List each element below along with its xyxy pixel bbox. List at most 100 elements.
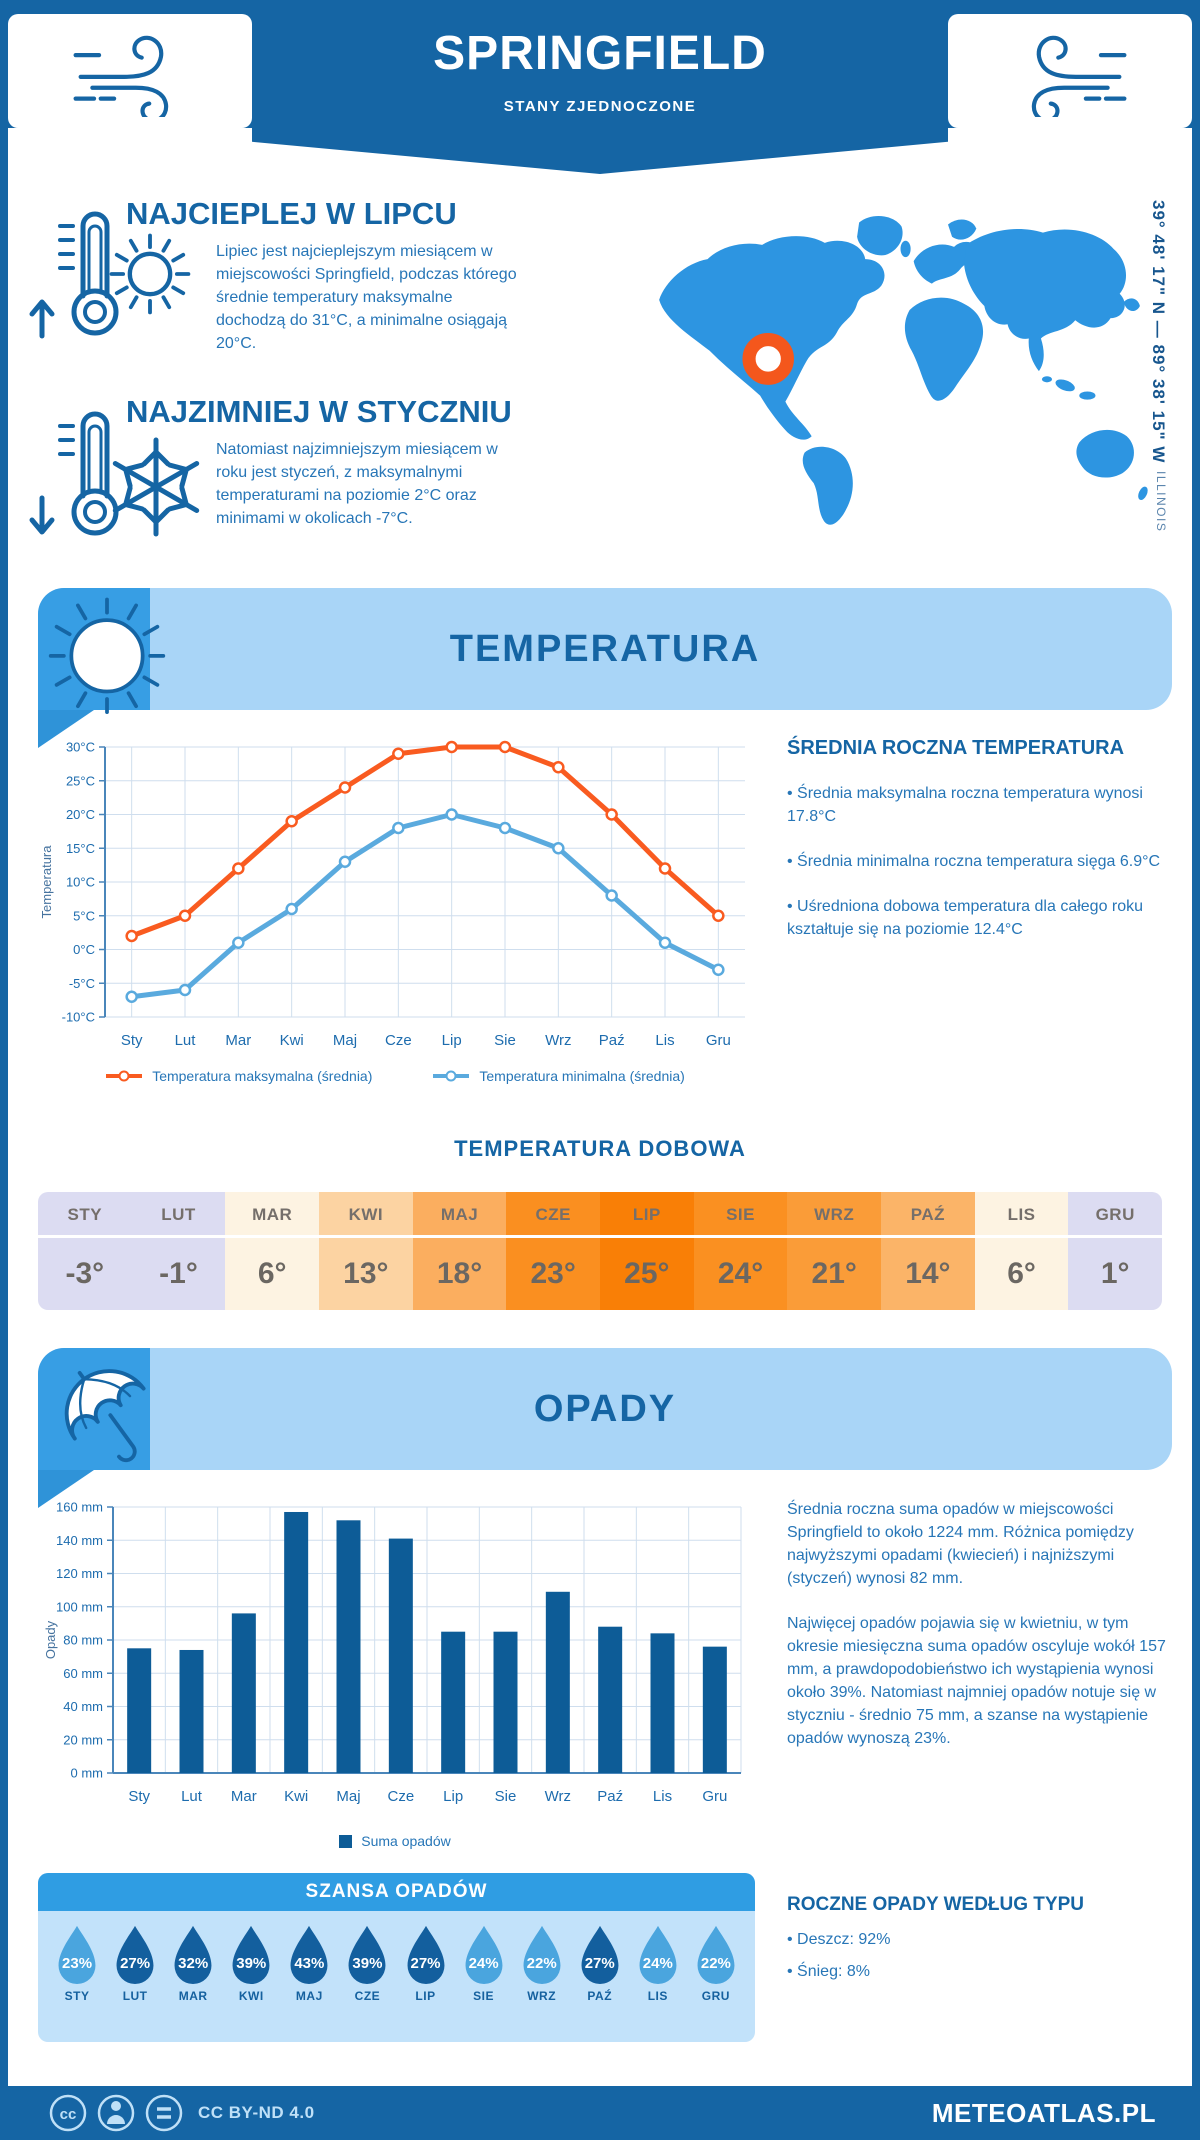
legend-label: Temperatura minimalna (średnia)	[479, 1068, 685, 1084]
temperature-chart-legend: Temperatura maksymalna (średnia) Temperat…	[35, 1068, 755, 1084]
daily-table: STY -3° LUT -1° MAR 6° KWI 13° MAJ 18° CZE 23° LIP 25…	[38, 1192, 1162, 1310]
cc-license-icons: cc	[49, 2094, 183, 2132]
thermometer-low-icon	[29, 411, 119, 536]
svg-text:Sty: Sty	[128, 1788, 150, 1805]
precip-type-title: ROCZNE OPADY WEDŁUG TYPU	[787, 1894, 1084, 1915]
table-value-cell: 13°	[343, 1257, 389, 1290]
svg-text:0 mm: 0 mm	[71, 1766, 104, 1781]
svg-text:Gru: Gru	[702, 1788, 727, 1805]
temperature-chart: -10°C -5°C 0°C 5°C 10°C 15°C 20°C 25°C 30°C Sty Lu…	[39, 740, 745, 1049]
table-value-cell: 18°	[436, 1257, 483, 1290]
droplet: 32%	[169, 1924, 217, 1985]
svg-text:Paź: Paź	[599, 1032, 625, 1049]
location-coordinates: 39° 48' 17" N — 89° 38' 15" W ILLINOIS	[1148, 200, 1168, 533]
table-value-cell: 6°	[1007, 1257, 1036, 1290]
brand-label: METEOATLAS.PL	[931, 2097, 1156, 2128]
table-column: STY -3°	[38, 1192, 132, 1310]
svg-text:25°C: 25°C	[66, 773, 95, 788]
license-label: CC BY-ND 4.0	[198, 2103, 315, 2122]
droplet-icon	[639, 1925, 677, 1985]
table-value-cell: 23°	[530, 1257, 576, 1290]
precipitation-banner	[38, 1348, 1172, 1470]
droplet-item: 24% LIS	[631, 1924, 685, 2003]
legend-line-marker-icon	[433, 1070, 470, 1082]
droplet-month: STY	[64, 1989, 90, 2003]
temperature-banner	[38, 588, 1172, 710]
cold-section-text: Natomiast najzimniejszym miesiącem w rok…	[216, 441, 498, 528]
svg-text:30°C: 30°C	[66, 740, 95, 755]
precipitation-text: Średnia roczna suma opadów w miejscowośc…	[787, 1498, 1175, 1772]
text-paragraph: • Uśredniona dobowa temperatura dla całe…	[787, 898, 1144, 939]
table-month-cell: GRU	[1068, 1192, 1162, 1238]
droplet: 27%	[576, 1924, 624, 1985]
svg-text:Temperatura: Temperatura	[39, 845, 54, 919]
svg-text:-5°C: -5°C	[69, 976, 95, 991]
svg-text:Cze: Cze	[385, 1032, 412, 1049]
svg-text:Kwi: Kwi	[280, 1032, 304, 1049]
svg-text:cc: cc	[60, 2106, 77, 2123]
droplet-icon	[523, 1925, 561, 1985]
header-left-box	[8, 14, 252, 128]
chance-panel-title: SZANSA OPADÓW	[38, 1873, 755, 1911]
table-column: WRZ 21°	[787, 1192, 882, 1310]
legend-item: Suma opadów	[339, 1833, 451, 1849]
svg-text:Wrz: Wrz	[545, 1788, 571, 1805]
page-subtitle: STANY ZJEDNOCZONE	[503, 98, 697, 115]
svg-text:Gru: Gru	[706, 1032, 731, 1049]
text-paragraph: • Deszcz: 92%	[787, 1931, 891, 1948]
droplet-icon	[697, 1925, 735, 1985]
svg-text:Sie: Sie	[494, 1032, 516, 1049]
svg-text:5°C: 5°C	[73, 908, 95, 923]
sun-icon	[109, 233, 191, 315]
droplet-icon	[407, 1925, 444, 1985]
droplet-month: WRZ	[527, 1989, 557, 2003]
svg-text:-10°C: -10°C	[62, 1010, 95, 1025]
region-label: ILLINOIS	[1154, 471, 1168, 533]
svg-text:100 mm: 100 mm	[56, 1599, 103, 1614]
table-month-cell: MAJ	[412, 1192, 507, 1238]
droplet-percent: 39%	[352, 1955, 383, 1972]
svg-text:Lut: Lut	[175, 1032, 197, 1049]
wind-icon	[1031, 35, 1127, 117]
text-paragraph: Średnia roczna suma opadów w miejscowośc…	[787, 1501, 1134, 1588]
svg-text:20 mm: 20 mm	[63, 1732, 103, 1747]
temperature-banner-title: TEMPERATURA	[449, 628, 761, 670]
table-value-cell: 21°	[811, 1257, 857, 1290]
table-column: SIE 24°	[693, 1192, 788, 1310]
location-marker-icon	[742, 332, 794, 385]
droplet-month: CZE	[354, 1989, 381, 2003]
cold-section-title: NAJZIMNIEJ W STYCZNIU	[126, 394, 512, 429]
droplet-month: MAJ	[295, 1989, 323, 2003]
precip-type-bullets: • Deszcz: 92% • Śnieg: 8%	[787, 1928, 1175, 1992]
svg-text:Lis: Lis	[653, 1788, 672, 1805]
table-value-cell: 25°	[624, 1257, 670, 1290]
svg-text:40 mm: 40 mm	[63, 1699, 103, 1714]
droplet-item: 27% PAŹ	[573, 1924, 627, 2003]
droplet-month: GRU	[701, 1989, 730, 2003]
page-title: SPRINGFIELD	[433, 27, 767, 80]
svg-text:120 mm: 120 mm	[56, 1566, 103, 1581]
table-column: PAŹ 14°	[881, 1192, 975, 1310]
table-month-cell: WRZ	[787, 1192, 882, 1238]
world-map	[659, 215, 1148, 525]
droplet-item: 39% KWI	[224, 1924, 278, 2003]
text-paragraph: • Średnia minimalna roczna temperatura s…	[787, 853, 1161, 871]
svg-text:Lis: Lis	[655, 1032, 674, 1049]
droplet-percent: 27%	[410, 1955, 441, 1972]
legend-line-marker-icon	[106, 1070, 143, 1082]
droplet-percent: 43%	[294, 1955, 325, 1972]
svg-text:160 mm: 160 mm	[56, 1500, 103, 1515]
chance-panel: SZANSA OPADÓW 23% STY 27% LUT 32% MAR 39% KWI 43…	[38, 1873, 755, 2042]
svg-text:Lip: Lip	[442, 1032, 462, 1049]
droplet-item: 32% MAR	[166, 1924, 220, 2003]
svg-text:80 mm: 80 mm	[63, 1633, 103, 1648]
legend-square-marker-icon	[339, 1834, 353, 1848]
warm-section-text: Lipiec jest najcieplejszym miesiącem w m…	[216, 243, 517, 353]
svg-text:Sie: Sie	[495, 1788, 517, 1805]
table-month-cell: MAR	[225, 1192, 320, 1238]
summary-bullets: • Średnia maksymalna roczna temperatura …	[787, 782, 1175, 963]
precipitation-chart: 0 mm 20 mm 40 mm 60 mm 80 mm 100 mm 120 mm 140 …	[43, 1500, 742, 1805]
droplet: 39%	[227, 1924, 275, 1985]
droplet-percent: 27%	[120, 1955, 151, 1972]
svg-text:Maj: Maj	[336, 1788, 360, 1805]
